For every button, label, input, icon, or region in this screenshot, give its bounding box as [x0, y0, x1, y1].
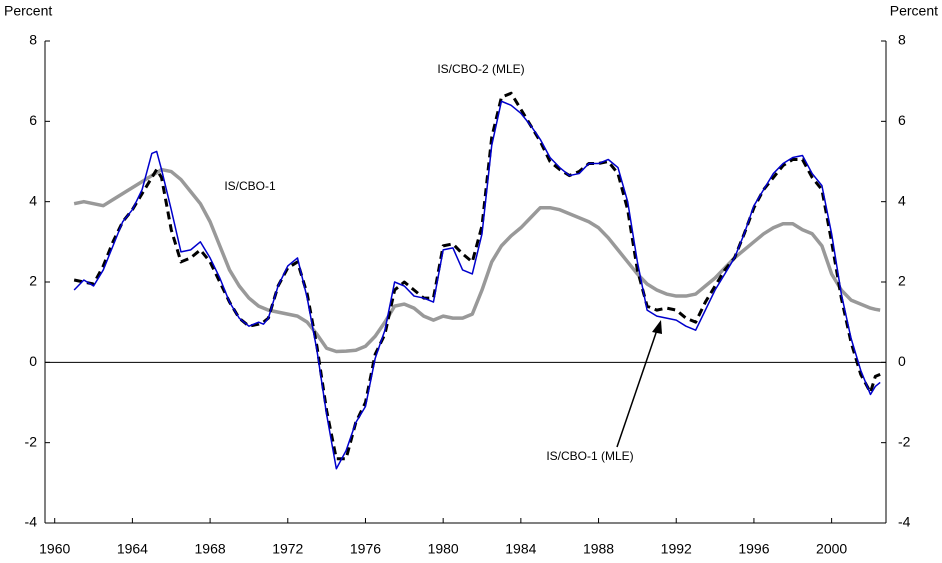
series-line [73, 91, 881, 461]
y2-tick-label: 6 [898, 112, 906, 128]
annotation-arrow [616, 329, 658, 448]
y2-tick-label: 4 [898, 192, 906, 208]
x-tick-label: 1988 [583, 541, 614, 557]
y2-tick-label: 8 [898, 32, 906, 48]
x-tick-label: 1992 [661, 541, 692, 557]
y-tick-label: 4 [29, 192, 37, 208]
series-line [73, 167, 881, 354]
x-tick-label: 1968 [195, 541, 226, 557]
y-tick-label: 0 [29, 353, 37, 369]
series-label: IS/CBO-1 [224, 179, 276, 193]
y-tick-label: 8 [29, 32, 37, 48]
series-label: IS/CBO-1 (MLE) [546, 449, 633, 463]
x-tick-label: 1976 [350, 541, 381, 557]
series-label: IS/CBO-2 (MLE) [437, 62, 524, 76]
x-tick-label: 2000 [816, 541, 847, 557]
x-tick-label: 1996 [738, 541, 769, 557]
x-tick-label: 1964 [117, 541, 148, 557]
x-tick-label: 1980 [428, 541, 459, 557]
y2-axis-label: Percent [890, 3, 938, 19]
arrow-head [652, 320, 662, 334]
y2-tick-label: -2 [898, 433, 911, 449]
y-tick-label: 6 [29, 112, 37, 128]
y-tick-label: -2 [25, 433, 38, 449]
series-line [73, 100, 881, 470]
y2-tick-label: 2 [898, 273, 906, 289]
y2-tick-label: -4 [898, 514, 911, 530]
x-tick-label: 1960 [39, 541, 70, 557]
y-axis-label: Percent [4, 3, 52, 19]
y-tick-label: 2 [29, 273, 37, 289]
x-tick-label: 1972 [272, 541, 303, 557]
y-tick-label: -4 [25, 514, 38, 530]
x-tick-label: 1984 [505, 541, 536, 557]
y2-tick-label: 0 [898, 353, 906, 369]
